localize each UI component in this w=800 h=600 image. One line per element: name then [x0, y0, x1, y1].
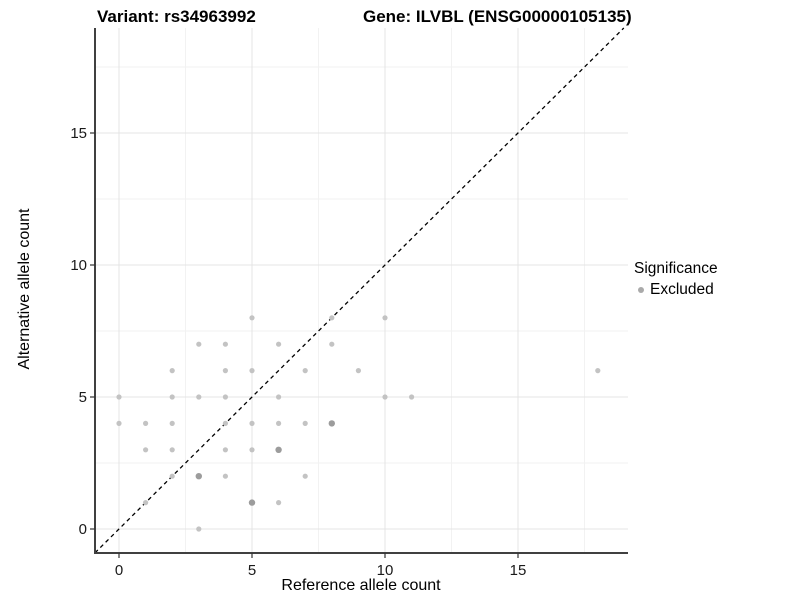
data-point — [169, 473, 175, 479]
data-point — [329, 315, 335, 321]
y-tick-label: 10 — [70, 257, 87, 274]
data-point — [196, 526, 202, 532]
data-point — [302, 473, 308, 479]
data-point — [409, 394, 415, 400]
x-tick-label: 0 — [115, 562, 123, 579]
y-axis-label: Alternative allele count — [16, 208, 33, 370]
data-point — [196, 341, 202, 347]
data-point — [169, 368, 175, 374]
data-point — [329, 341, 335, 347]
data-point — [222, 341, 228, 347]
data-point — [276, 394, 282, 400]
data-point — [355, 368, 361, 374]
legend-item-excluded: Excluded — [634, 281, 794, 299]
y-tick-label: 15 — [70, 125, 87, 142]
data-point — [196, 394, 202, 400]
x-tick-label: 15 — [510, 562, 527, 579]
data-point — [249, 315, 255, 321]
data-point — [222, 473, 228, 479]
data-point — [248, 499, 256, 506]
title-variant: Variant: rs34963992 — [97, 7, 256, 26]
data-point — [595, 368, 601, 374]
y-tick-label: 0 — [79, 521, 87, 538]
data-point — [222, 368, 228, 374]
data-point — [222, 447, 228, 453]
data-point — [302, 420, 308, 426]
data-point — [382, 315, 388, 321]
data-point — [143, 420, 149, 426]
legend-item-label: Excluded — [650, 281, 714, 298]
data-point — [222, 420, 228, 426]
data-point — [195, 473, 202, 480]
data-point — [222, 394, 228, 400]
data-point — [116, 394, 122, 400]
data-point — [249, 368, 255, 374]
data-point — [276, 420, 282, 426]
data-point — [249, 420, 255, 426]
title-gene: Gene: ILVBL (ENSG00000105135) — [363, 7, 632, 26]
data-point — [169, 447, 175, 453]
data-point — [382, 394, 388, 400]
y-tick-label: 5 — [79, 389, 87, 406]
data-point — [143, 447, 149, 453]
data-point — [275, 446, 282, 453]
data-point — [249, 447, 255, 453]
legend-title: Significance — [634, 260, 718, 277]
data-point — [143, 500, 149, 506]
x-axis-label: Reference allele count — [281, 577, 441, 594]
data-point — [328, 420, 335, 427]
data-point — [169, 394, 175, 400]
legend: Significance Excluded — [634, 260, 794, 299]
data-point — [302, 368, 308, 374]
x-tick-label: 5 — [248, 562, 256, 579]
data-point — [276, 500, 282, 506]
data-point — [169, 420, 175, 426]
excluded-point-icon — [638, 287, 644, 293]
identity-line — [94, 27, 625, 554]
data-point — [116, 420, 122, 426]
data-point — [276, 341, 282, 347]
x-tick-label: 10 — [377, 562, 394, 579]
